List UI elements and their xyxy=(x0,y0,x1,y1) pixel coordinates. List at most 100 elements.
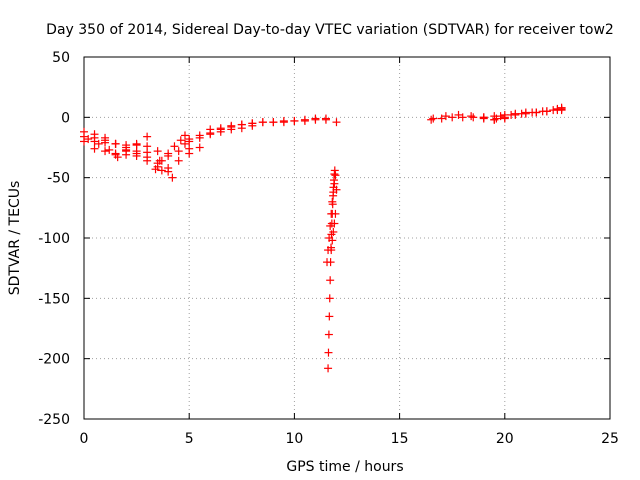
data-point xyxy=(174,147,183,156)
data-point xyxy=(517,109,526,118)
y-tick-label: 50 xyxy=(52,50,70,66)
data-point xyxy=(153,147,162,156)
data-point xyxy=(180,139,189,148)
data-point xyxy=(528,108,537,117)
y-tick-labels: 50 0 -50 -100 -150 -200 -250 xyxy=(38,50,70,428)
data-point xyxy=(164,164,173,173)
series-arc-3c xyxy=(164,143,204,173)
series-arc-2c xyxy=(111,147,162,159)
data-point xyxy=(328,197,337,206)
data-point xyxy=(329,227,338,236)
data-point xyxy=(311,114,320,123)
data-point xyxy=(195,143,204,152)
data-point xyxy=(553,104,562,113)
x-tick-label: 10 xyxy=(285,431,303,447)
data-point xyxy=(90,137,99,146)
data-point xyxy=(331,171,340,180)
data-point xyxy=(332,185,341,194)
data-point xyxy=(206,125,215,134)
data-point xyxy=(467,112,476,121)
x-tick-label: 25 xyxy=(601,431,619,447)
y-axis-label: SDTVAR / TECUs xyxy=(7,181,23,296)
data-point xyxy=(331,209,340,218)
data-point xyxy=(321,114,330,123)
series-arc-2b xyxy=(84,135,122,162)
data-point xyxy=(326,221,335,230)
data-point xyxy=(168,173,177,182)
data-point xyxy=(326,276,335,285)
data-point xyxy=(258,118,267,127)
series-outlier xyxy=(332,118,341,127)
data-point xyxy=(111,150,120,159)
data-point xyxy=(164,151,173,160)
data-point xyxy=(437,114,446,123)
data-point xyxy=(237,120,246,129)
data-point xyxy=(90,144,99,153)
x-tick-label: 5 xyxy=(185,431,194,447)
y-tick-label: -50 xyxy=(47,171,70,187)
series-arc-5c xyxy=(327,185,341,255)
data-point xyxy=(101,138,110,147)
data-point xyxy=(507,110,516,119)
y-tick-label: -200 xyxy=(38,352,70,368)
series-arc-5b xyxy=(323,171,340,267)
x-tick-labels: 0 5 10 15 20 25 xyxy=(80,431,619,447)
data-point xyxy=(500,113,509,122)
data-point xyxy=(557,106,566,115)
data-point xyxy=(216,124,225,133)
series-arc-4d xyxy=(279,114,330,127)
data-point xyxy=(248,119,257,128)
y-tick-label: -150 xyxy=(38,291,70,307)
data-point xyxy=(290,116,299,125)
data-point xyxy=(170,142,179,151)
data-point xyxy=(454,110,463,119)
data-point xyxy=(279,118,288,127)
series-arc-3a xyxy=(151,131,189,174)
data-point xyxy=(324,348,333,357)
data-point xyxy=(330,166,339,175)
series-arc-6e xyxy=(496,106,566,121)
data-point xyxy=(105,145,114,154)
data-points xyxy=(80,103,566,373)
data-point xyxy=(195,131,204,140)
data-point xyxy=(448,113,457,122)
data-point xyxy=(441,112,450,121)
data-point xyxy=(496,112,505,121)
data-point xyxy=(325,312,334,321)
y-tick-label: -100 xyxy=(38,231,70,247)
data-point xyxy=(84,135,93,144)
data-point xyxy=(324,364,333,373)
data-point xyxy=(185,149,194,158)
data-point xyxy=(327,246,336,255)
x-tick-label: 0 xyxy=(80,431,89,447)
data-point xyxy=(538,107,547,116)
axis-ticks xyxy=(83,56,611,420)
data-point xyxy=(132,149,141,158)
data-point xyxy=(157,166,166,175)
data-point xyxy=(185,135,194,144)
data-point xyxy=(269,118,278,127)
y-tick-label: 0 xyxy=(61,110,70,126)
data-point xyxy=(458,113,467,122)
data-point xyxy=(101,147,110,156)
data-point xyxy=(132,139,141,148)
data-point xyxy=(80,137,88,146)
data-point xyxy=(94,139,103,148)
data-point xyxy=(111,139,120,148)
data-point xyxy=(490,115,499,124)
data-point xyxy=(429,114,438,123)
data-point xyxy=(330,179,339,188)
data-point xyxy=(174,156,183,165)
x-tick-label: 15 xyxy=(391,431,409,447)
x-axis-label: GPS time / hours xyxy=(286,459,403,475)
data-point xyxy=(176,136,185,145)
data-point xyxy=(227,121,236,130)
data-point xyxy=(155,156,164,165)
data-point xyxy=(325,294,334,303)
data-point xyxy=(122,150,131,159)
data-point xyxy=(143,148,152,157)
data-point xyxy=(323,258,332,267)
chart-title: Day 350 of 2014, Sidereal Day-to-day VTE… xyxy=(46,22,614,38)
data-point xyxy=(143,132,152,141)
